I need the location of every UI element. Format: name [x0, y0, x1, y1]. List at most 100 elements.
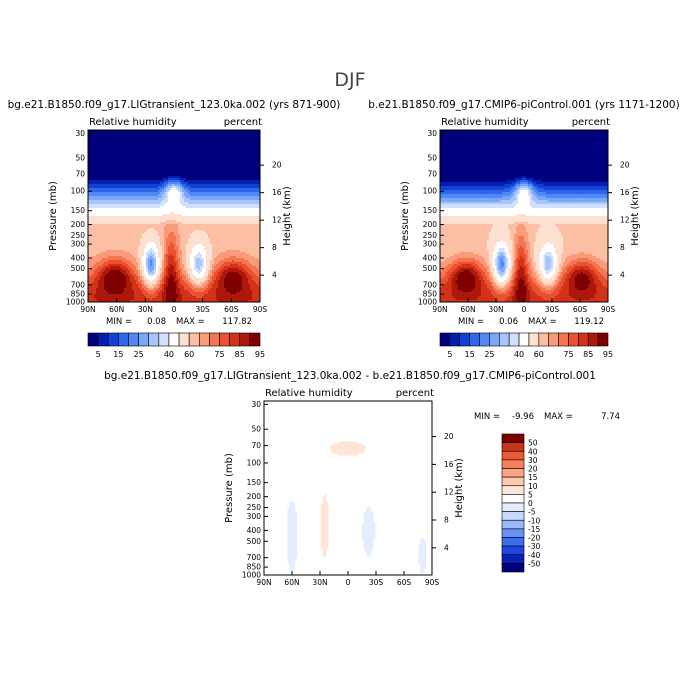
colorbar-label: 20 — [528, 465, 538, 474]
x-tick-label: 30S — [196, 305, 211, 314]
colorbar-swatch — [548, 332, 559, 347]
y-tick-label: 100 — [71, 187, 86, 196]
contour-field — [264, 401, 432, 575]
x-tick-label: 60N — [109, 305, 124, 314]
colorbar-label: -50 — [528, 559, 540, 568]
y-tick-label: 30 — [427, 129, 437, 138]
colorbar-label: 15 — [528, 473, 538, 482]
field-label: Relative humidity — [441, 117, 529, 128]
colorbar-label: -40 — [528, 551, 540, 560]
min-value: 0.08 — [147, 317, 166, 327]
height-tick-label: 20 — [620, 161, 630, 170]
height-tick-label: 4 — [620, 271, 625, 280]
colorbar-swatch — [558, 332, 569, 347]
control-panel: b.e21.B1850.f09_g17.CMIP6-piControl.001 … — [368, 99, 679, 359]
colorbar-label: 85 — [583, 350, 593, 359]
colorbar-label: 5 — [96, 350, 101, 359]
panel-title: b.e21.B1850.f09_g17.CMIP6-piControl.001 … — [368, 99, 679, 111]
x-tick-label: 90N — [256, 578, 271, 587]
y-tick-label: 300 — [423, 240, 438, 249]
min-value: -9.96 — [512, 412, 534, 422]
colorbar-label: -20 — [528, 534, 540, 543]
max-label: MAX = — [528, 317, 557, 327]
colorbar-label: 95 — [603, 350, 613, 359]
y-tick-label: 70 — [427, 170, 437, 179]
colorbar-swatch — [501, 554, 525, 564]
height-tick-label: 20 — [444, 432, 454, 441]
max-label: MAX = — [544, 412, 573, 422]
colorbar-swatch — [178, 332, 190, 347]
colorbar-swatch — [107, 332, 119, 347]
field-label: Relative humidity — [89, 117, 177, 128]
colorbar-swatch — [489, 332, 500, 347]
colorbar-label: 5 — [447, 350, 452, 359]
panel-title: bg.e21.B1850.f09_g17.LIGtransient_123.0k… — [104, 370, 596, 382]
colorbar-label: 25 — [484, 350, 494, 359]
colorbar-swatch — [498, 332, 510, 347]
height-tick-label: 8 — [444, 516, 449, 525]
colorbar-swatch — [449, 332, 461, 347]
y-tick-label: 500 — [423, 264, 438, 273]
colorbar-label: 50 — [528, 439, 538, 448]
colorbar-label: 85 — [235, 350, 245, 359]
page-title: DJF — [334, 69, 365, 91]
y-tick-label: 1000 — [418, 298, 437, 307]
height-tick-label: 4 — [272, 271, 277, 280]
x-tick-label: 90S — [601, 305, 616, 314]
colorbar-label: 30 — [528, 456, 538, 465]
colorbar-label: 10 — [528, 482, 538, 491]
y-tick-label: 50 — [427, 153, 437, 162]
colorbar-swatch — [229, 332, 241, 347]
y-tick-label: 400 — [71, 253, 86, 262]
y-tick-label: 400 — [423, 253, 438, 262]
y-tick-label: 150 — [71, 206, 86, 215]
y-tick-label: 150 — [423, 206, 438, 215]
colorbar-label: 0 — [528, 499, 533, 508]
right-axis-label: Height (km) — [454, 458, 465, 518]
y-tick-label: 70 — [251, 441, 261, 450]
colorbar-label: -30 — [528, 542, 540, 551]
height-tick-label: 12 — [272, 216, 282, 225]
colorbar-label: 15 — [113, 350, 123, 359]
x-tick-label: 60S — [397, 578, 412, 587]
y-tick-label: 50 — [75, 153, 85, 162]
y-tick-label: 300 — [247, 512, 262, 521]
y-tick-label: 400 — [247, 526, 262, 535]
x-tick-label: 30S — [545, 305, 560, 314]
height-tick-label: 12 — [620, 216, 630, 225]
colorbar-swatch — [239, 332, 251, 347]
y-tick-label: 250 — [71, 231, 86, 240]
colorbar-label: 40 — [528, 447, 538, 456]
panel-title: bg.e21.B1850.f09_g17.LIGtransient_123.0k… — [8, 99, 341, 111]
colorbar-swatch — [128, 332, 139, 347]
units-label: percent — [396, 388, 434, 399]
colorbar: 5 15 25 40 60 75 85 95 — [439, 332, 613, 359]
colorbar-swatch — [501, 494, 525, 504]
colorbar-swatch — [501, 519, 525, 530]
y-axis-label: Pressure (mb) — [224, 453, 235, 523]
y-axis-label: Pressure (mb) — [48, 181, 59, 251]
height-tick-label: 4 — [444, 543, 449, 552]
y-tick-label: 300 — [71, 240, 86, 249]
colorbar-swatch — [97, 332, 109, 347]
colorbar-label: 75 — [563, 350, 573, 359]
x-tick-label: 60S — [573, 305, 588, 314]
colorbar-swatch — [501, 563, 525, 573]
y-axis-label: Pressure (mb) — [400, 181, 411, 251]
colorbar-swatch — [158, 332, 170, 347]
colorbar-swatch — [528, 332, 540, 347]
colorbar-swatch — [501, 468, 525, 478]
colorbar-swatch — [597, 332, 609, 347]
colorbar-swatch — [501, 545, 525, 556]
x-tick-label: 30S — [369, 578, 384, 587]
colorbar-swatch — [87, 332, 99, 347]
colorbar-swatch — [168, 332, 180, 347]
max-label: MAX = — [176, 317, 205, 327]
colorbar-label: 25 — [133, 350, 143, 359]
colorbar-swatch — [501, 450, 525, 461]
y-tick-label: 850 — [247, 563, 262, 572]
colorbar-swatch — [138, 332, 150, 347]
x-tick-label: 90S — [425, 578, 440, 587]
colorbar-swatch — [198, 332, 210, 347]
field-label: Relative humidity — [265, 388, 353, 399]
